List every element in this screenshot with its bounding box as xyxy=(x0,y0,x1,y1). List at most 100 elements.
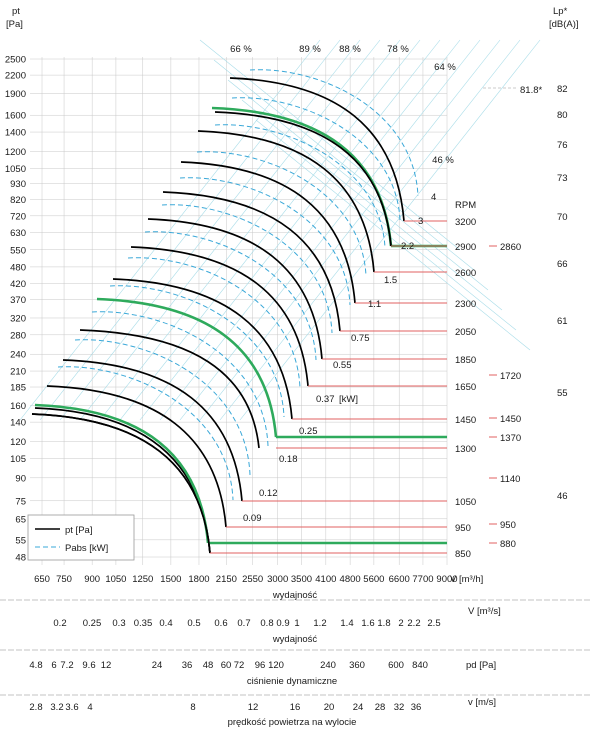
m3s-tick-16: 2.2 xyxy=(407,618,420,629)
pt-curve-2300 xyxy=(147,218,323,360)
lp-tick-55: 55 xyxy=(557,388,568,399)
pabs-curve-6 xyxy=(144,231,317,361)
y-right-title-1: Lp* xyxy=(553,6,568,17)
rpm-label-950: 950 xyxy=(455,523,471,534)
m3s-tick-17: 2.5 xyxy=(427,618,440,629)
legend-pabs-label: Pabs [kW] xyxy=(65,543,108,554)
pt-curve-2450 xyxy=(162,191,341,332)
guide-eff-3 xyxy=(241,99,503,311)
m3s-tick-5: 0.5 xyxy=(187,618,200,629)
rpm-label-2600: 2600 xyxy=(455,268,476,279)
v-tick-5: 12 xyxy=(248,702,259,713)
power-label-0.55: 0.55 xyxy=(333,360,352,371)
guide-diag-3 xyxy=(79,39,381,421)
efficiency-label-3: 78 % xyxy=(387,44,409,55)
y-tick-210: 210 xyxy=(10,367,26,378)
y-tick-630: 630 xyxy=(10,228,26,239)
efficiency-label-1: 89 % xyxy=(299,44,321,55)
v-tick-9: 28 xyxy=(375,702,386,713)
pabs-curve-1 xyxy=(231,97,401,221)
x-tick-2150: 2150 xyxy=(216,574,237,585)
y-tick-480: 480 xyxy=(10,262,26,273)
y-tick-420: 420 xyxy=(10,279,26,290)
y-tick-370: 370 xyxy=(10,295,26,306)
x-tick-1050: 1050 xyxy=(105,574,126,585)
y-left-title-2: [Pa] xyxy=(6,19,23,30)
m3s-tick-6: 0.6 xyxy=(214,618,227,629)
x-tick-5600: 5600 xyxy=(363,574,384,585)
pd-tick-7: 48 xyxy=(203,660,214,671)
guide-eff-0 xyxy=(199,39,461,251)
right-marker-label: 81.8* xyxy=(520,85,542,96)
rpm-secondary-1370: 1370 xyxy=(500,433,521,444)
x-tick-1800: 1800 xyxy=(188,574,209,585)
power-label-1.5: 1.5 xyxy=(384,275,397,286)
y-tick-55: 55 xyxy=(15,535,26,546)
guide-diag-9 xyxy=(199,39,501,421)
x-tick-9000: 9000 xyxy=(436,574,457,585)
x-tick-1500: 1500 xyxy=(160,574,181,585)
m3s-tick-1: 0.25 xyxy=(83,618,102,629)
x-axis-title-m3s: wydajność xyxy=(272,634,318,645)
chart-labels: 2500220019001600140012001050930820720630… xyxy=(5,44,568,713)
guide-eff-1 xyxy=(213,59,475,271)
pd-tick-13: 360 xyxy=(349,660,365,671)
m3s-tick-8: 0.8 xyxy=(260,618,273,629)
pd-tick-10: 96 xyxy=(255,660,266,671)
v-tick-10: 32 xyxy=(394,702,405,713)
y-tick-105: 105 xyxy=(10,454,26,465)
y-tick-1400: 1400 xyxy=(5,128,26,139)
pt-curve-2050 xyxy=(112,278,293,420)
rpm-label-1450: 1450 xyxy=(455,415,476,426)
m3s-tick-14: 1.8 xyxy=(377,618,390,629)
rpm-secondary-1140: 1140 xyxy=(500,474,520,485)
x-axis-title-pd: ciśnienie dynamiczne xyxy=(247,676,337,687)
y-tick-160: 160 xyxy=(10,401,26,412)
v-tick-4: 8 xyxy=(190,702,195,713)
efficiency-label-2: 88 % xyxy=(339,44,361,55)
pd-tick-3: 9.6 xyxy=(82,660,95,671)
guide-eff-4 xyxy=(255,119,517,331)
pabs-curve-0 xyxy=(249,69,419,197)
m3s-tick-13: 1.6 xyxy=(361,618,374,629)
pt-curve-880 xyxy=(34,403,210,544)
y-tick-930: 930 xyxy=(10,179,26,190)
power-label-4: 4 xyxy=(431,192,436,203)
guide-diag-5 xyxy=(119,39,421,421)
y-right-title-2: [dB(A)] xyxy=(549,19,579,30)
y-tick-720: 720 xyxy=(10,211,26,222)
m3s-tick-4: 0.4 xyxy=(159,618,172,629)
power-label-3: 3 xyxy=(418,216,423,227)
y-tick-820: 820 xyxy=(10,195,26,206)
x-axis-symbol-pd: pd [Pa] xyxy=(466,660,496,671)
rpm-label-850: 850 xyxy=(455,549,471,560)
m3s-tick-7: 0.7 xyxy=(237,618,250,629)
efficiency-label-4: 64 % xyxy=(434,62,456,73)
power-label-0.75: 0.75 xyxy=(351,333,370,344)
efficiency-label-0: 66 % xyxy=(230,44,252,55)
pd-tick-1: 6 xyxy=(51,660,56,671)
power-unit: [kW] xyxy=(339,394,358,405)
pt-curve-2600 xyxy=(180,161,356,304)
power-label-0.18: 0.18 xyxy=(279,454,298,465)
x-tick-4800: 4800 xyxy=(340,574,361,585)
lp-tick-70: 70 xyxy=(557,212,568,223)
x-axis-symbol-m3s: V [m³/s] xyxy=(468,606,501,617)
rpm-label-1050: 1050 xyxy=(455,497,476,508)
pt-curve-2175 xyxy=(130,246,309,387)
power-label-0.12: 0.12 xyxy=(259,488,278,499)
y-tick-185: 185 xyxy=(10,383,26,394)
lp-tick-66: 66 xyxy=(557,259,568,270)
power-label-0.09: 0.09 xyxy=(243,513,262,524)
rpm-label-2050: 2050 xyxy=(455,327,476,338)
v-tick-6: 16 xyxy=(290,702,301,713)
y-tick-120: 120 xyxy=(10,437,26,448)
y-tick-140: 140 xyxy=(10,418,26,429)
lp-tick-73: 73 xyxy=(557,173,568,184)
rpm-secondary-880: 880 xyxy=(500,539,516,550)
lp-tick-82: 82 xyxy=(557,84,568,95)
y-tick-2500: 2500 xyxy=(5,55,26,66)
pd-tick-15: 840 xyxy=(412,660,428,671)
lp-tick-76: 76 xyxy=(557,140,568,151)
guide-diag-1 xyxy=(39,39,341,421)
